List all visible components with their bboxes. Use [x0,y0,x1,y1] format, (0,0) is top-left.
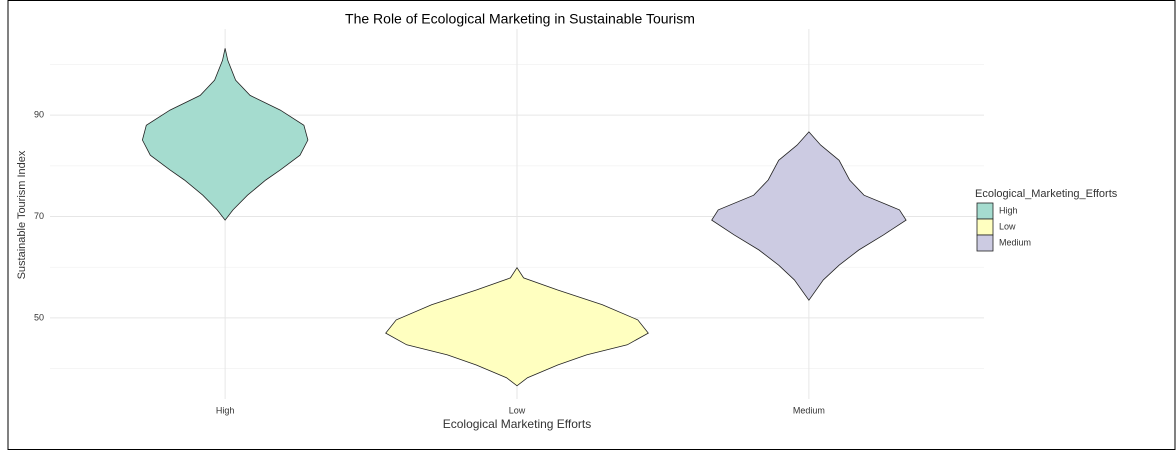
legend-label: Low [999,221,1016,231]
legend-label: High [999,205,1018,215]
y-tick-label: 70 [34,211,44,221]
violins [141,48,907,387]
legend-label: Medium [999,237,1031,247]
legend-key [976,202,994,220]
violin [141,48,309,221]
legend-title: Ecological_Marketing_Efforts [975,188,1118,200]
legend-key [976,234,994,252]
violin [711,131,907,301]
y-tick-label: 50 [34,312,44,322]
legend-key [976,218,994,236]
chart-title: The Role of Ecological Marketing in Sust… [345,11,695,27]
y-axis-label: Sustainable Tourism Index [16,150,28,279]
x-tick-label: Medium [793,405,825,415]
y-tick-label: 90 [34,110,44,120]
x-tick-label: Low [509,405,526,415]
violin [385,266,649,387]
x-tick-label: High [216,405,235,415]
x-axis-label: Ecological Marketing Efforts [443,417,592,431]
